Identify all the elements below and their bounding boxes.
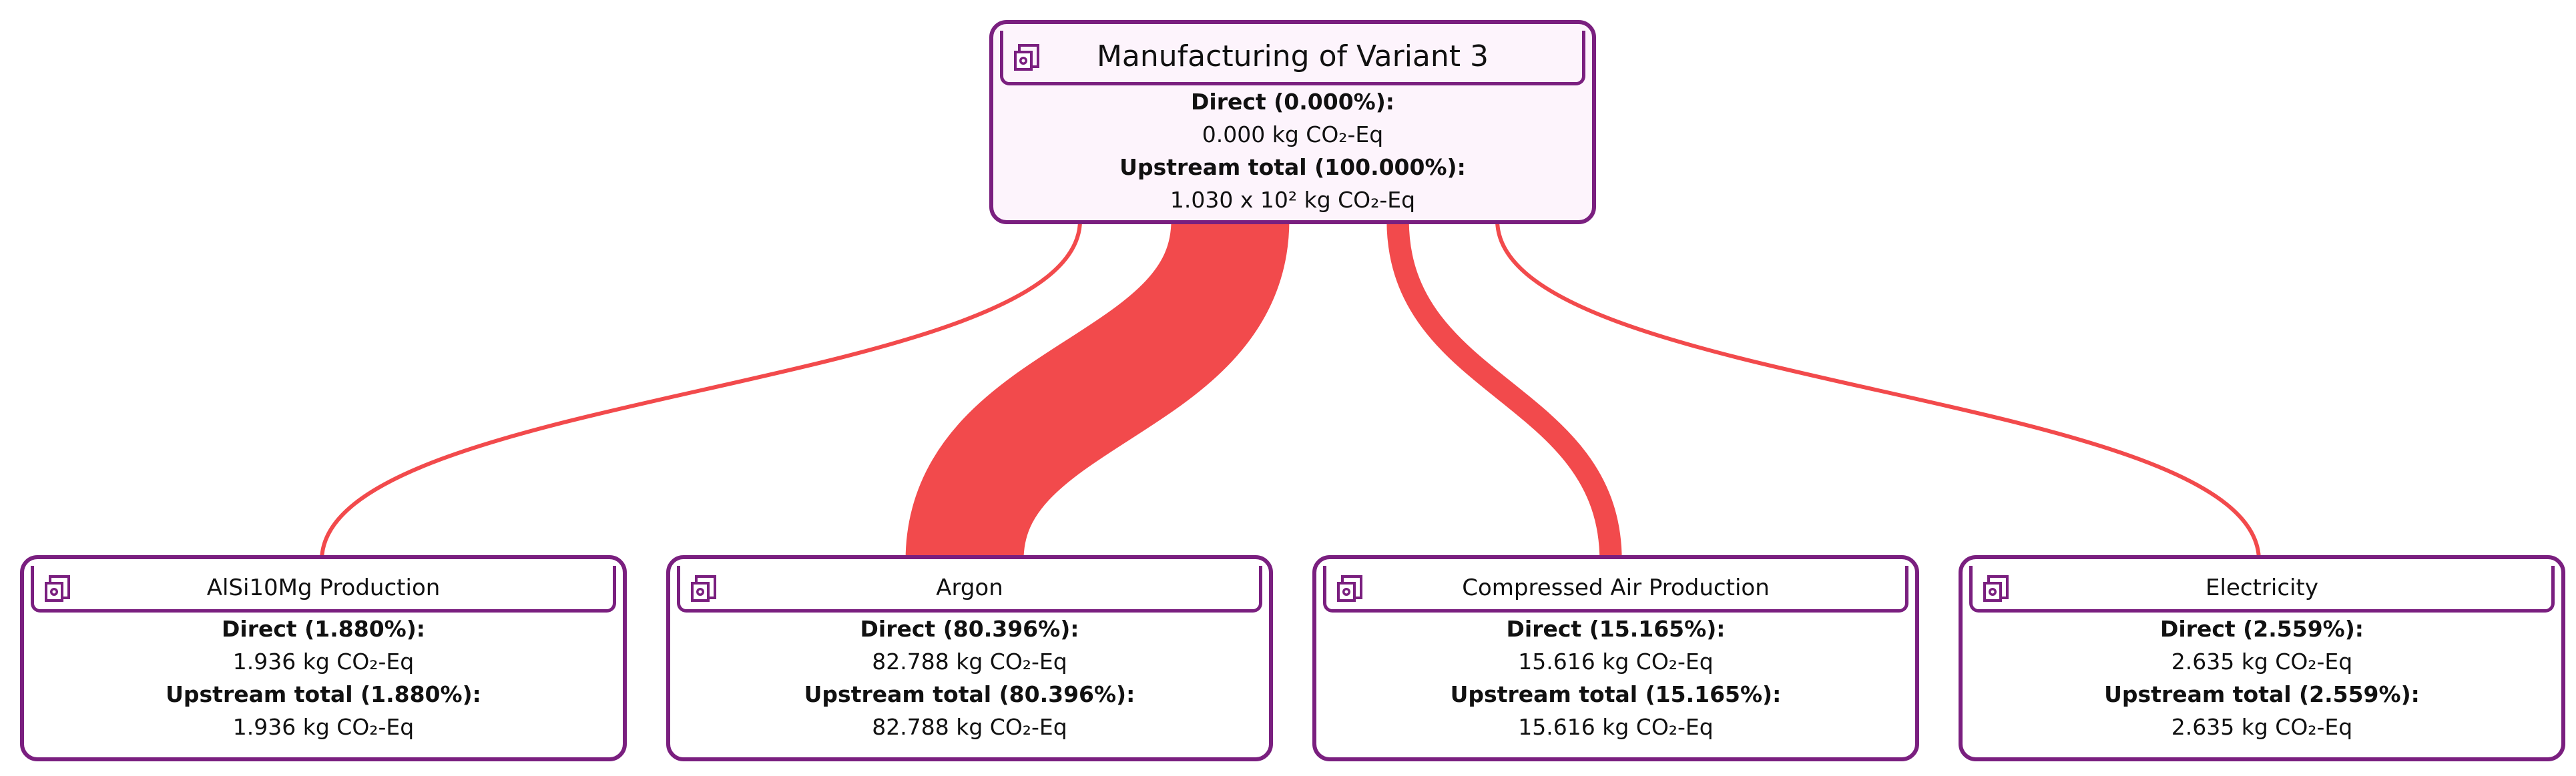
process-icon [1337,575,1362,602]
direct-value: 1.936 kg CO₂-Eq [232,649,415,675]
flow-link [1495,220,2261,561]
node-title: Compressed Air Production [1323,566,1908,613]
direct-label: Direct (15.165%): [1506,616,1726,642]
direct-label: Direct (1.880%): [222,616,425,642]
process-node[interactable]: AlSi10Mg Production Direct (1.880%): 1.936… [20,555,627,761]
process-node[interactable]: Argon Direct (80.396%): 82.788 kg CO₂-Eq Up… [666,555,1273,761]
node-title: Argon [677,566,1262,613]
node-title: AlSi10Mg Production [31,566,616,613]
flow-link [320,220,1082,561]
process-icon [691,575,716,602]
upstream-label: Upstream total (15.165%): [1450,681,1782,707]
direct-label: Direct (2.559%): [2160,616,2364,642]
direct-value: 2.635 kg CO₂-Eq [2171,649,2353,675]
upstream-value: 1.030 x 10² kg CO₂-Eq [1170,187,1416,213]
title-text: Electricity [2206,574,2318,601]
node-title: Electricity [1969,566,2555,613]
upstream-label: Upstream total (80.396%): [804,681,1135,707]
upstream-label: Upstream total (100.000%): [1119,154,1466,180]
title-text: AlSi10Mg Production [206,574,441,601]
upstream-value: 1.936 kg CO₂-Eq [232,714,415,740]
upstream-value: 15.616 kg CO₂-Eq [1518,714,1714,740]
process-node[interactable]: Electricity Direct (2.559%): 2.635 kg CO₂-… [1959,555,2565,761]
upstream-label: Upstream total (2.559%): [2104,681,2420,707]
upstream-label: Upstream total (1.880%): [166,681,481,707]
process-icon [1983,575,2009,602]
process-icon [1014,44,1039,71]
title-text: Manufacturing of Variant 3 [1096,39,1489,73]
direct-value: 82.788 kg CO₂-Eq [872,649,1067,675]
direct-label: Direct (0.000%): [1191,89,1394,115]
title-text: Compressed Air Production [1462,574,1770,601]
upstream-value: 2.635 kg CO₂-Eq [2171,714,2353,740]
title-text: Argon [936,574,1003,601]
upstream-value: 82.788 kg CO₂-Eq [872,714,1067,740]
direct-value: 0.000 kg CO₂-Eq [1202,121,1384,147]
process-node[interactable]: Manufacturing of Variant 3 Direct (0.000%… [989,20,1596,224]
flow-link [905,218,1290,563]
direct-value: 15.616 kg CO₂-Eq [1518,649,1714,675]
node-title: Manufacturing of Variant 3 [1000,31,1585,85]
direct-label: Direct (80.396%): [860,616,1079,642]
process-icon [45,575,70,602]
flow-link [1386,220,1622,561]
process-node[interactable]: Compressed Air Production Direct (15.165%… [1312,555,1919,761]
